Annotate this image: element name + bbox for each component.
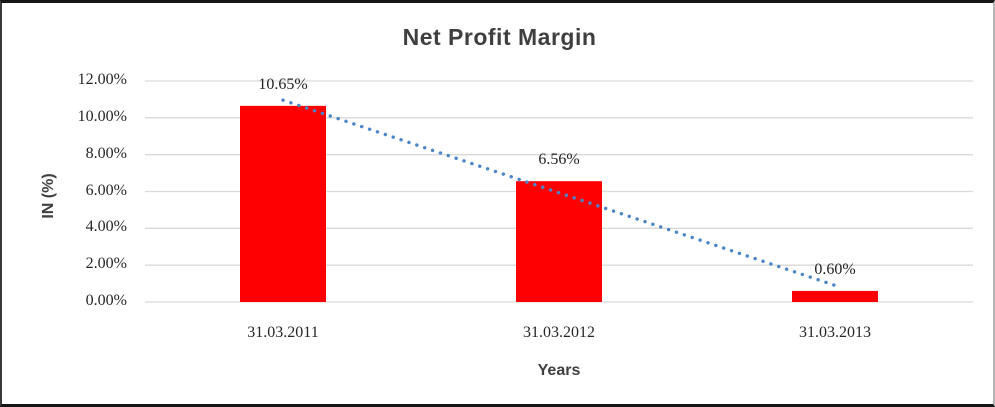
y-tick-label: 4.00% <box>85 218 127 236</box>
y-tick-label: 12.00% <box>77 71 127 88</box>
x-tick-label: 31.03.2013 <box>799 324 871 341</box>
bar-data-label: 0.60% <box>814 260 856 278</box>
trendline <box>281 98 837 288</box>
y-tick-label: 0.00% <box>85 292 127 309</box>
y-tick-label: 10.00% <box>77 107 127 125</box>
x-tick-label: 31.03.2012 <box>523 324 595 341</box>
y-tick-label: 6.00% <box>85 181 127 199</box>
bar-data-label: 6.56% <box>538 151 580 169</box>
bar-31.03.2013 <box>792 290 878 302</box>
y-tick-label: 2.00% <box>85 255 127 273</box>
bar-31.03.2011 <box>240 105 326 302</box>
x-tick-label: 31.03.2011 <box>247 324 319 341</box>
chart-title: Net Profit Margin <box>402 24 597 50</box>
y-tick-label: 8.00% <box>85 144 127 162</box>
x-axis-title: Years <box>537 362 581 379</box>
bar-31.03.2012 <box>516 181 602 302</box>
plot-area <box>145 80 973 303</box>
bar-data-label: 10.65% <box>258 75 308 93</box>
